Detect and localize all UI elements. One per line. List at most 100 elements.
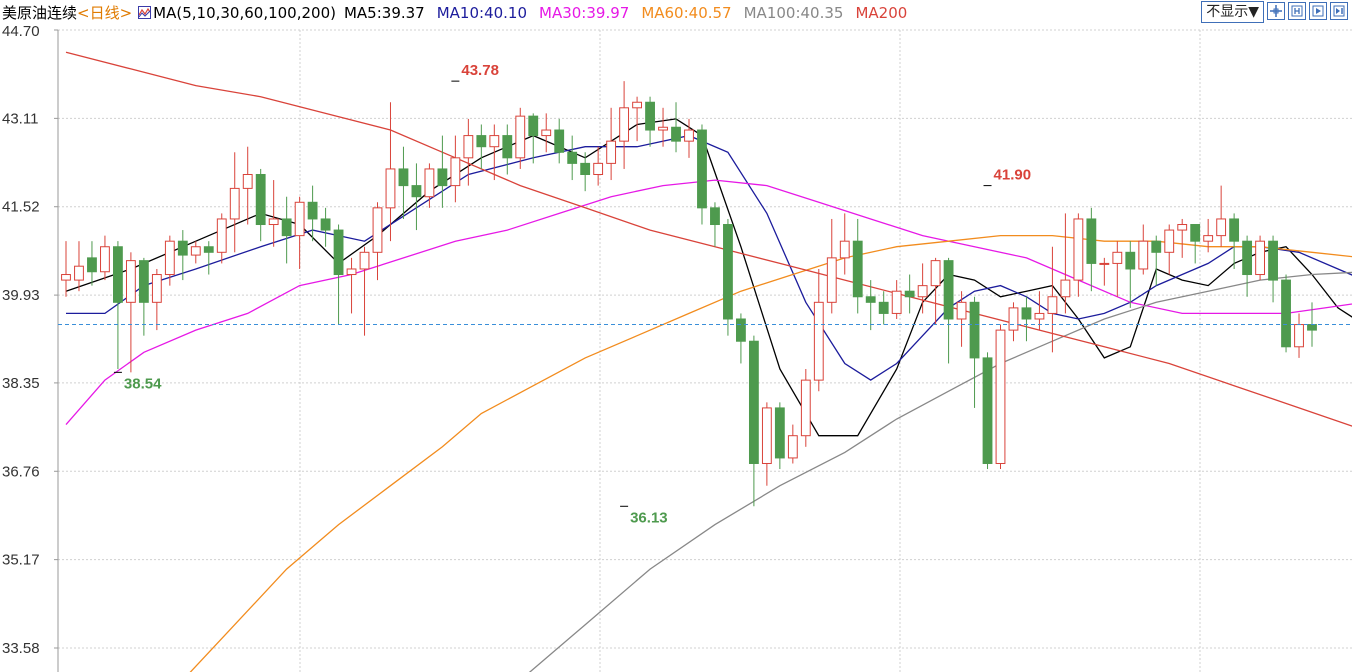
candle-21: [333, 224, 344, 325]
candle-body-94: [1281, 279, 1291, 348]
annotation-label-1: 38.54: [124, 375, 162, 392]
candle-body-64: [891, 290, 902, 314]
candle-36: [528, 113, 539, 164]
candle-body-75: [1034, 312, 1045, 320]
candle-66: [917, 263, 928, 314]
candle-body-38: [554, 129, 565, 153]
ma-parameters: MA(5,10,30,60,100,200): [153, 4, 336, 22]
ma-value-2: MA30:39.97: [539, 4, 630, 22]
candle-body-62: [865, 296, 876, 303]
candle-93: [1268, 235, 1278, 303]
play-button[interactable]: [1309, 2, 1327, 20]
candle-body-89: [1216, 218, 1227, 237]
candle-47: [671, 102, 681, 153]
candle-4: [113, 241, 123, 370]
candle-body-0: [61, 274, 71, 281]
candle-77: [1060, 213, 1071, 314]
candle-body-82: [1125, 251, 1136, 270]
next-button[interactable]: [1330, 2, 1348, 20]
candle-body-57: [800, 379, 811, 437]
candle-60: [839, 213, 850, 275]
candle-63: [878, 291, 889, 325]
ma-line-ma10: [66, 134, 1352, 381]
candle-body-76: [1047, 296, 1058, 314]
candle-62: [865, 280, 876, 331]
candle-body-19: [307, 201, 318, 220]
candle-body-67: [930, 260, 941, 287]
candle-body-44: [632, 101, 642, 109]
candle-40: [580, 152, 591, 192]
ma-line-ma30: [65, 179, 1352, 426]
zoom-button[interactable]: [1288, 2, 1306, 20]
candle-82: [1125, 241, 1136, 308]
candle-18: [294, 196, 305, 269]
candle-65: [904, 274, 915, 314]
candle-91: [1242, 235, 1253, 297]
candle-5: [125, 252, 136, 373]
candle-92: [1255, 235, 1265, 281]
display-select[interactable]: 不显示▼: [1201, 1, 1264, 23]
candle-72: [995, 324, 1006, 470]
annotation-label-3: 41.90: [994, 167, 1032, 184]
zoom-icon: [1291, 5, 1303, 17]
candle-body-84: [1151, 240, 1162, 253]
candle-body-33: [489, 135, 500, 148]
candle-body-20: [320, 218, 331, 231]
candle-38: [554, 118, 565, 164]
candle-31: [463, 118, 474, 186]
candle-58: [813, 268, 824, 392]
period-selector[interactable]: <日线>: [77, 4, 133, 22]
candle-body-26: [398, 168, 409, 187]
candle-44: [632, 96, 642, 142]
candle-0: [61, 241, 71, 297]
candle-body-51: [723, 224, 733, 320]
candle-6: [138, 257, 149, 336]
ma-settings-icon[interactable]: [138, 6, 152, 19]
candle-body-48: [684, 129, 694, 142]
candle-23: [359, 246, 370, 336]
ma-value-4: MA100:40.35: [743, 4, 844, 22]
candle-body-72: [995, 329, 1006, 464]
candle-body-32: [476, 135, 487, 148]
candle-body-50: [710, 207, 720, 226]
candle-body-37: [541, 129, 552, 137]
candle-79: [1086, 207, 1097, 292]
candle-body-91: [1242, 240, 1253, 276]
candle-body-69: [956, 301, 967, 320]
candle-76: [1047, 246, 1058, 353]
candle-2: [87, 241, 97, 286]
candle-94: [1281, 274, 1291, 353]
candle-19: [307, 185, 318, 242]
y-tick-label-4: 38.35: [2, 375, 40, 392]
candle-body-58: [813, 301, 824, 381]
candle-12: [216, 213, 227, 264]
candle-body-45: [645, 101, 655, 131]
candle-67: [930, 257, 941, 325]
moving-average-lines: [65, 51, 1352, 672]
ma-value-1: MA10:40.10: [436, 4, 528, 22]
crosshair-button[interactable]: [1267, 2, 1285, 20]
candle-61: [852, 218, 863, 314]
candle-32: [476, 124, 487, 169]
ma-value-5: MA200: [855, 4, 908, 22]
candle-body-63: [878, 301, 889, 314]
candle-22: [346, 257, 357, 314]
candle-body-71: [982, 357, 993, 464]
candle-body-86: [1177, 224, 1188, 231]
candle-body-83: [1138, 240, 1149, 270]
candle-body-73: [1008, 307, 1019, 331]
candle-body-77: [1060, 279, 1071, 298]
candle-body-68: [943, 260, 954, 320]
candle-body-46: [658, 126, 668, 131]
play-icon: [1312, 5, 1324, 17]
y-tick-label-0: 44.70: [2, 23, 40, 40]
candle-53: [748, 335, 759, 507]
candle-body-7: [151, 274, 162, 303]
candle-body-29: [437, 168, 448, 187]
candle-33: [489, 124, 500, 181]
y-axis: 44.70 43.11 41.52 39.93 38.35 36.76 35.17 33.58: [2, 23, 59, 672]
candle-body-41: [593, 162, 604, 175]
candle-body-87: [1190, 224, 1201, 242]
